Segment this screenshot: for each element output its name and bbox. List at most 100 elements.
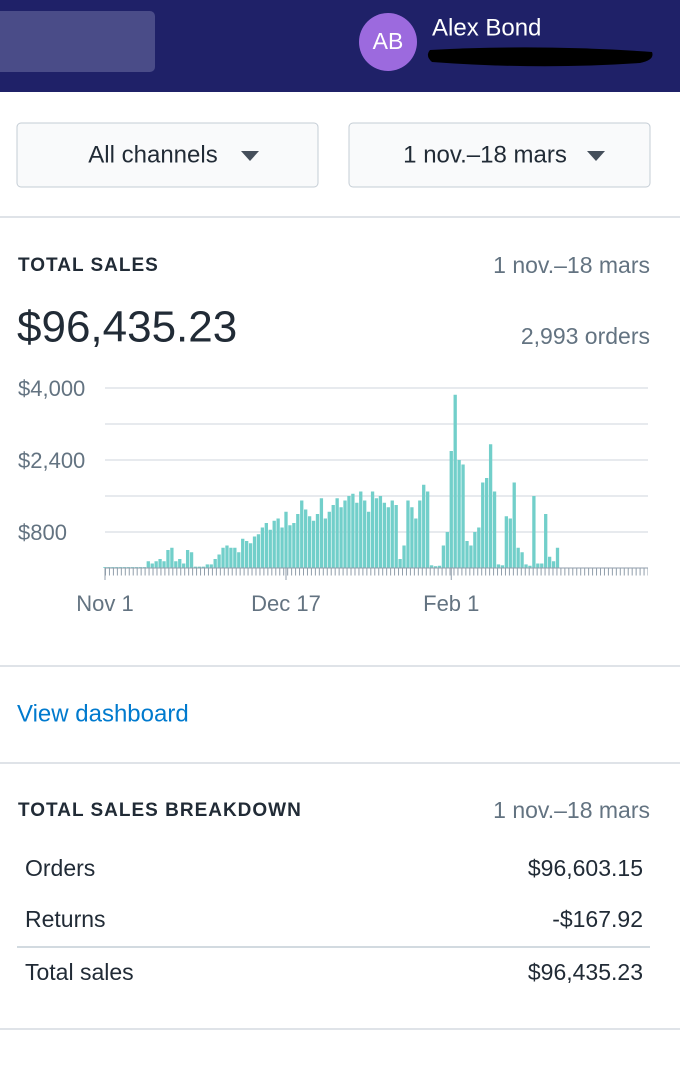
- bar: [548, 557, 551, 568]
- bar: [253, 537, 256, 569]
- bar: [332, 505, 335, 568]
- bar: [450, 451, 453, 568]
- bar: [387, 507, 390, 568]
- bar: [343, 501, 346, 569]
- row-value: $96,603.15: [528, 855, 643, 881]
- bar: [395, 505, 398, 568]
- bar: [210, 564, 213, 568]
- bar: [469, 546, 472, 569]
- row-value: $96,435.23: [528, 959, 643, 985]
- bar: [162, 561, 165, 568]
- channel-label: All channels: [88, 141, 217, 168]
- date-label: 1 nov.–18 mars: [403, 141, 567, 168]
- bar: [237, 552, 240, 568]
- bar: [426, 492, 429, 569]
- bar: [457, 460, 460, 568]
- bar: [186, 550, 189, 568]
- bar: [465, 541, 468, 568]
- bar: [147, 561, 150, 568]
- bar: [485, 478, 488, 568]
- bar: [383, 503, 386, 568]
- bar: [241, 539, 244, 568]
- bar: [532, 496, 535, 568]
- bar: [261, 528, 264, 569]
- bar: [217, 555, 220, 569]
- bar: [473, 532, 476, 568]
- bar: [221, 548, 224, 568]
- bar: [190, 552, 193, 568]
- bar: [158, 559, 161, 568]
- date-range: 1 nov.–18 mars: [493, 797, 650, 823]
- row-label: Total sales: [25, 959, 134, 985]
- bar: [308, 516, 311, 568]
- date-range: 1 nov.–18 mars: [493, 252, 650, 278]
- bar: [249, 543, 252, 568]
- bar: [410, 507, 413, 568]
- bar: [182, 564, 185, 569]
- bar: [359, 492, 362, 569]
- bar: [166, 550, 169, 568]
- bar: [269, 530, 272, 568]
- bar: [225, 546, 228, 569]
- bar: [481, 483, 484, 569]
- search-box[interactable]: [0, 11, 155, 72]
- bar: [414, 519, 417, 569]
- order-count: 2,993 orders: [521, 323, 650, 349]
- bar: [391, 501, 394, 569]
- bar: [497, 564, 500, 568]
- bar: [509, 519, 512, 569]
- bar: [544, 514, 547, 568]
- bar: [284, 512, 287, 568]
- bar: [335, 498, 338, 568]
- bar: [556, 548, 559, 568]
- bar: [536, 564, 539, 569]
- redacted-scribble: [428, 47, 653, 66]
- bar: [273, 521, 276, 568]
- user-name[interactable]: Alex Bond: [432, 14, 541, 41]
- x-tick-label: Feb 1: [423, 591, 479, 616]
- bar: [229, 548, 232, 568]
- y-tick-label: $800: [18, 520, 67, 545]
- bar: [524, 564, 527, 568]
- bar: [493, 492, 496, 569]
- bar: [296, 514, 299, 568]
- bar: [339, 507, 342, 568]
- card-title: TOTAL SALES: [18, 255, 159, 276]
- bar: [233, 548, 236, 568]
- bar: [513, 483, 516, 569]
- bar: [320, 498, 323, 568]
- avatar-initials: AB: [373, 28, 404, 54]
- bar: [489, 444, 492, 568]
- bar: [402, 546, 405, 569]
- bar: [540, 564, 543, 569]
- bar: [174, 561, 177, 568]
- bar: [288, 525, 291, 568]
- x-tick-label: Nov 1: [76, 591, 133, 616]
- bar: [351, 494, 354, 568]
- bar: [422, 485, 425, 568]
- view-dashboard-link[interactable]: View dashboard: [17, 700, 189, 727]
- bar: [406, 501, 409, 569]
- bar: [151, 564, 154, 569]
- bar: [170, 548, 173, 568]
- bar: [446, 532, 449, 568]
- x-tick-label: Dec 17: [251, 591, 321, 616]
- bar: [375, 498, 378, 568]
- bar: [206, 564, 209, 568]
- bar: [316, 514, 319, 568]
- bar: [454, 395, 457, 568]
- bar: [154, 561, 157, 568]
- bar: [371, 492, 374, 569]
- bar: [418, 501, 421, 569]
- bar: [367, 512, 370, 568]
- bar: [304, 510, 307, 569]
- bar: [520, 552, 523, 568]
- bar: [265, 523, 268, 568]
- bar: [214, 559, 217, 568]
- bar: [178, 559, 181, 568]
- bar: [300, 501, 303, 569]
- bar: [477, 528, 480, 569]
- row-label: Orders: [25, 855, 95, 881]
